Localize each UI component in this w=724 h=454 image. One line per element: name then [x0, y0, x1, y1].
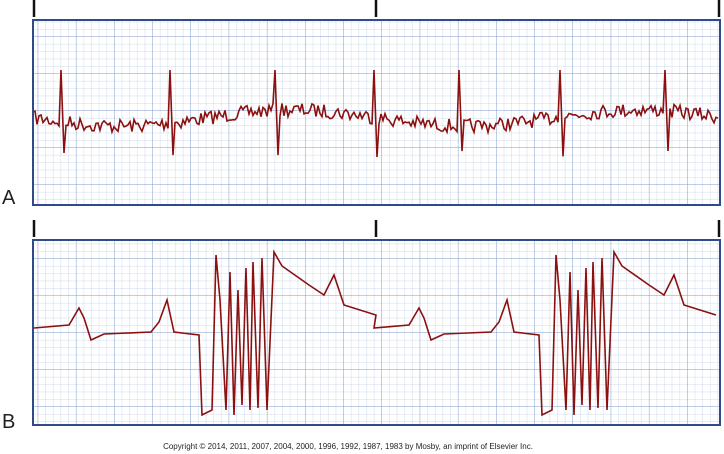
panel-label: B	[2, 411, 15, 433]
panel-label: A	[2, 187, 16, 209]
time-markers	[32, 0, 721, 237]
grid-a	[32, 19, 721, 206]
copyright: Copyright © 2014, 2011, 2007, 2004, 2000…	[163, 442, 533, 451]
ecg-trace-a	[33, 69, 719, 158]
ecg-trace-b	[33, 249, 717, 417]
